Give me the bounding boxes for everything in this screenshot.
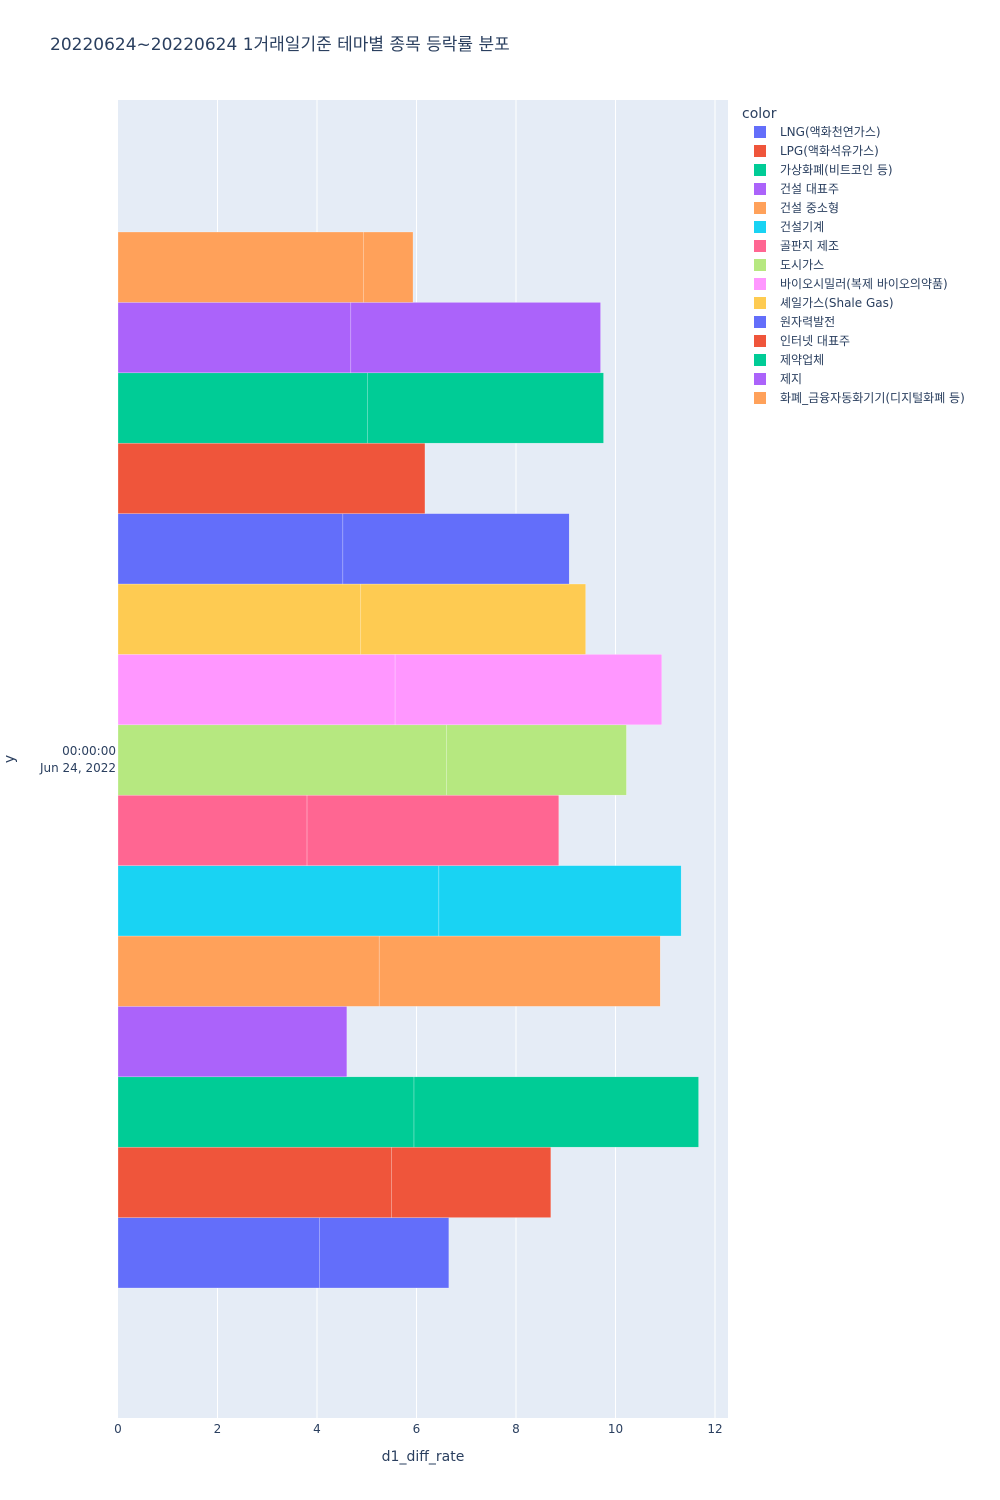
- bar-segment: [446, 724, 627, 796]
- x-tick-label: 12: [707, 1422, 722, 1436]
- legend-swatch: [754, 354, 766, 366]
- legend-swatch: [754, 145, 766, 157]
- legend-swatch: [754, 278, 766, 290]
- legend-label: 가상화폐(비트코인 등): [780, 163, 893, 177]
- bar-segment: [360, 583, 586, 655]
- bar-segment: [117, 935, 380, 1007]
- legend-swatch: [754, 164, 766, 176]
- x-tick-label: 4: [313, 1422, 321, 1436]
- legend-label: 제지: [780, 372, 802, 386]
- bar-segment: [117, 794, 308, 866]
- legend-swatch: [754, 373, 766, 385]
- y-axis-title: y: [2, 755, 18, 763]
- legend-title: color: [742, 106, 777, 122]
- bar-segment: [394, 654, 663, 726]
- bar-segment: [117, 1006, 348, 1078]
- chart-title: 20220624~20220624 1거래일기준 테마별 종목 등락률 분포: [50, 35, 510, 55]
- legend-swatch: [754, 202, 766, 214]
- legend-swatch: [754, 240, 766, 252]
- x-tick-label: 10: [608, 1422, 623, 1436]
- legend-label: LNG(액화천연가스): [780, 124, 881, 139]
- y-tick-label-date: Jun 24, 2022: [39, 761, 116, 775]
- bar-segment: [367, 372, 604, 444]
- bar-segment: [117, 231, 364, 303]
- x-axis-title: d1_diff_rate: [382, 1449, 465, 1465]
- bar-segment: [350, 302, 601, 374]
- legend-label: 건설기계: [780, 220, 824, 234]
- bar-segment: [117, 865, 440, 937]
- legend-label: 건설 중소형: [780, 201, 839, 215]
- legend-swatch: [754, 316, 766, 328]
- legend-label: 제약업체: [780, 352, 824, 367]
- legend-label: LPG(액화석유가스): [780, 144, 879, 158]
- legend-label: 바이오시밀러(복제 바이오의약품): [780, 276, 948, 291]
- bar-segment: [117, 442, 426, 514]
- bar-segment: [117, 1076, 415, 1148]
- bar-segment: [117, 724, 447, 796]
- x-axis-ticks: 0 2 4 6 8 10 12: [114, 1422, 722, 1436]
- legend-label: 셰일가스(Shale Gas): [780, 296, 894, 310]
- bar-segment: [438, 865, 682, 937]
- bars: [117, 231, 699, 1289]
- bar-segment: [117, 372, 368, 444]
- bar-segment: [117, 1146, 392, 1218]
- legend-label: 인터넷 대표주: [780, 334, 850, 348]
- bar-segment: [413, 1076, 699, 1148]
- bar-segment: [117, 302, 352, 374]
- legend-label: 골판지 제조: [780, 239, 839, 253]
- legend-swatch: [754, 297, 766, 309]
- legend-label: 건설 대표주: [780, 182, 839, 196]
- legend-label: 도시가스: [780, 258, 824, 272]
- bar-segment: [117, 513, 344, 585]
- legend: LNG(액화천연가스) LPG(액화석유가스) 가상화폐(비트코인 등) 건설 대표주…: [754, 124, 965, 405]
- bar-segment: [117, 654, 396, 726]
- bar-segment: [363, 231, 414, 303]
- legend-swatch: [754, 126, 766, 138]
- bar-segment: [319, 1217, 450, 1289]
- bar-segment: [342, 513, 570, 585]
- legend-label: 화폐_금융자동화기기(디지털화폐 등): [780, 391, 965, 405]
- legend-swatch: [754, 221, 766, 233]
- legend-swatch: [754, 335, 766, 347]
- y-tick-label-time: 00:00:00: [62, 744, 116, 758]
- legend-label: 원자력발전: [780, 315, 835, 329]
- x-tick-label: 0: [114, 1422, 122, 1436]
- bar-segment: [378, 935, 661, 1007]
- x-tick-label: 6: [413, 1422, 421, 1436]
- x-tick-label: 8: [512, 1422, 520, 1436]
- bar-segment: [117, 1217, 320, 1289]
- x-tick-label: 2: [214, 1422, 222, 1436]
- bar-segment: [391, 1146, 552, 1218]
- bar-segment: [117, 583, 362, 655]
- legend-swatch: [754, 259, 766, 271]
- legend-swatch: [754, 183, 766, 195]
- legend-swatch: [754, 392, 766, 404]
- bar-segment: [306, 794, 560, 866]
